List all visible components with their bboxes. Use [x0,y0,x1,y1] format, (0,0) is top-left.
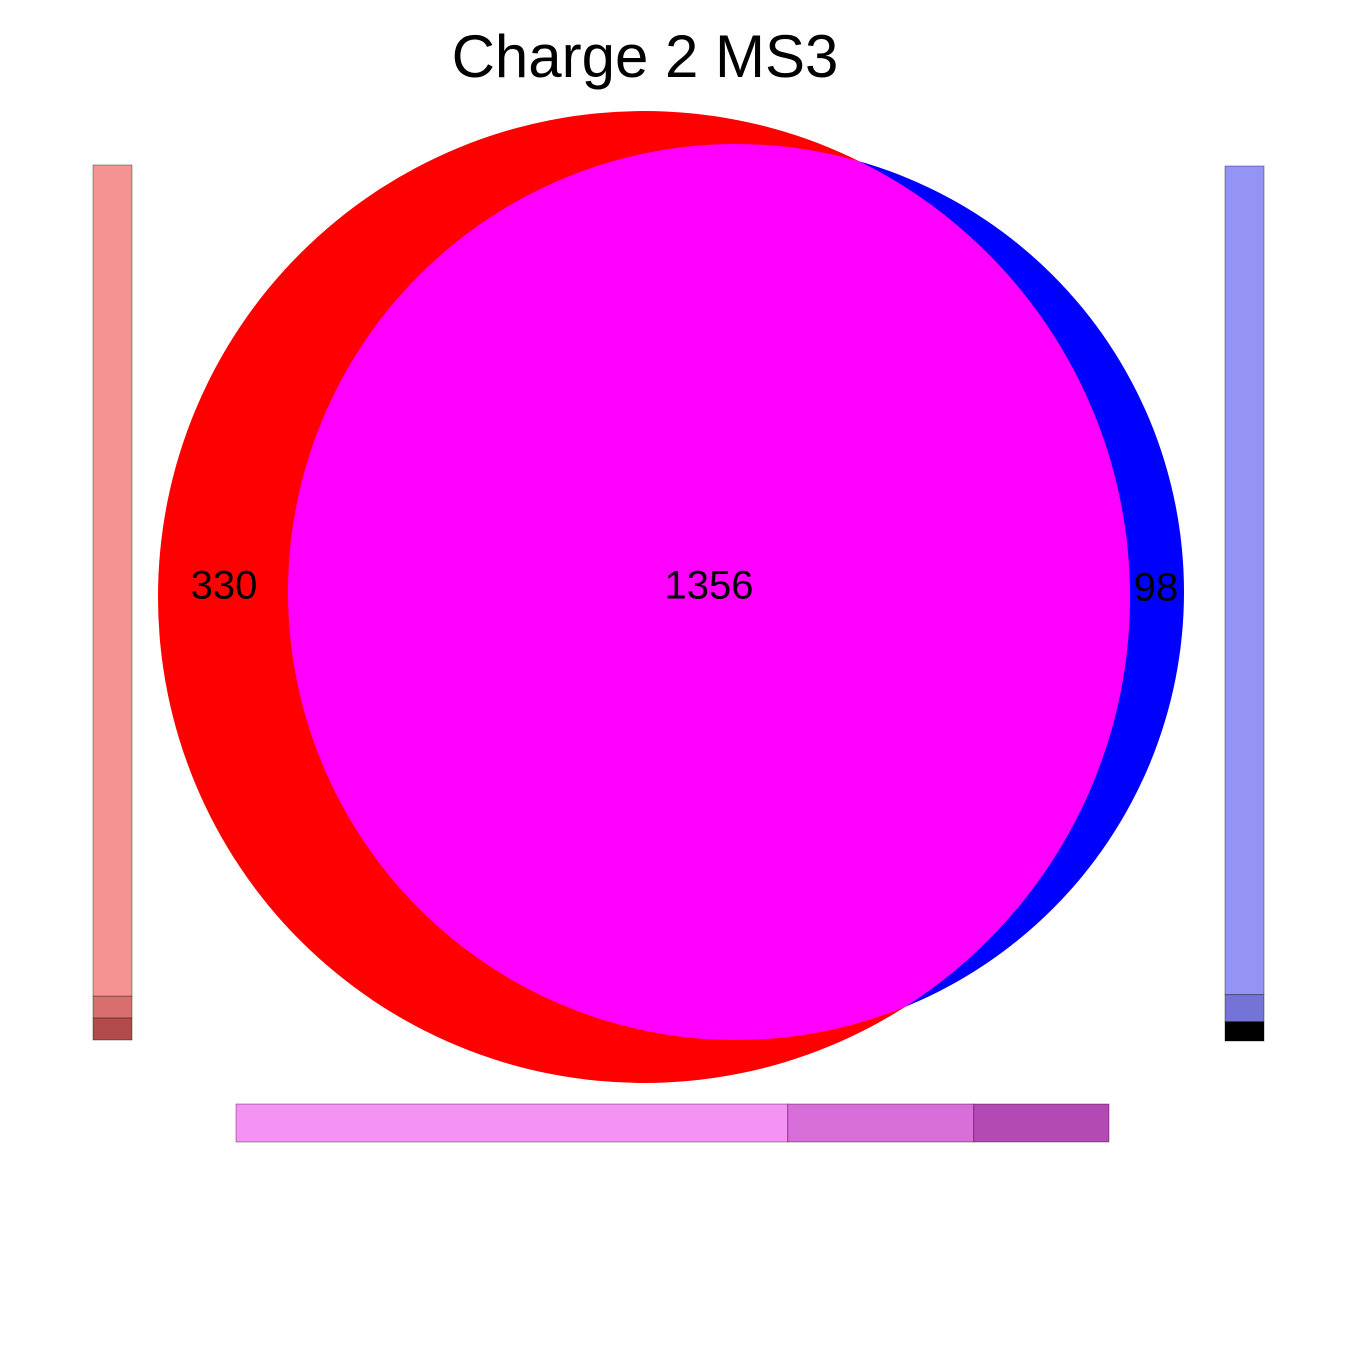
left-bar-segment-2 [92,995,133,1019]
intersection-label: 1356 [665,564,754,608]
right-bar-segment-1 [1224,165,1265,996]
set-b-only-label: 98 [1134,566,1179,610]
right-bar-segment-3 [1224,1021,1265,1042]
bottom-bar-segment-1 [235,1103,789,1143]
intersection-region [288,144,1130,1040]
bottom-bar-segment-3 [973,1103,1110,1143]
left-bar-segment-3 [92,1017,133,1041]
right-bar-segment-2 [1224,994,1265,1023]
bottom-bar-segment-2 [787,1103,975,1143]
left-bar-segment-1 [92,164,133,997]
chart-title: Charge 2 MS3 [451,23,839,90]
set-a-only-label: 330 [191,564,258,608]
